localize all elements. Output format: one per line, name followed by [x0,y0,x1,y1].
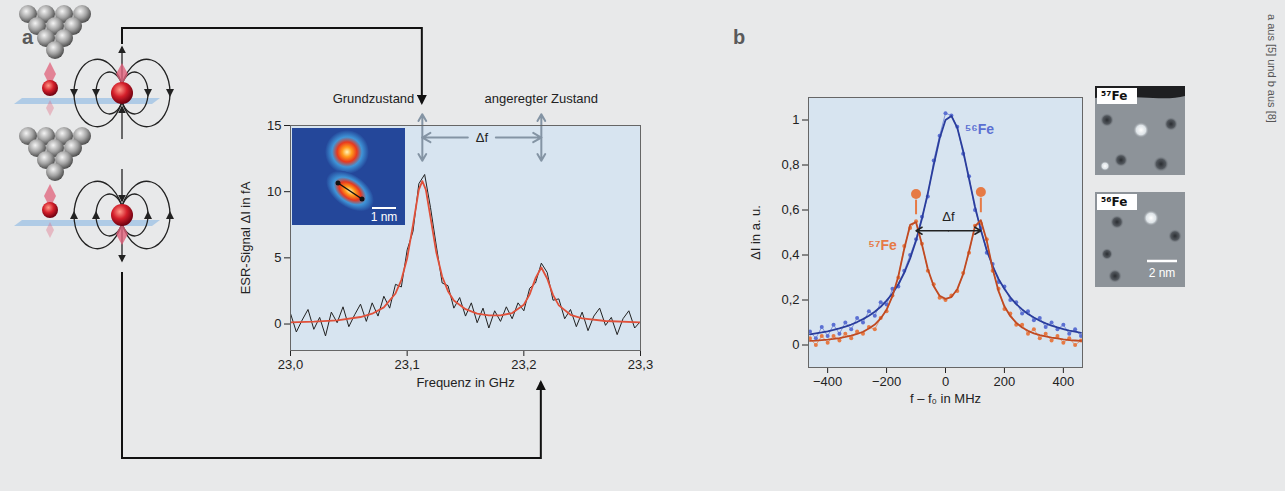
svg-text:f – f₀ in MHz: f – f₀ in MHz [910,391,981,406]
svg-text:15: 15 [267,118,281,133]
svg-text:400: 400 [1052,374,1074,389]
svg-text:−200: −200 [872,374,901,389]
svg-text:Δf: Δf [476,130,489,145]
svg-text:5: 5 [274,250,281,265]
svg-text:200: 200 [994,374,1016,389]
svg-text:2 nm: 2 nm [1149,266,1176,280]
svg-text:⁵⁷Fe: ⁵⁷Fe [1101,89,1127,103]
svg-text:angeregter Zustand: angeregter Zustand [485,91,598,106]
svg-text:Grundzustand: Grundzustand [333,91,415,106]
svg-text:Δf: Δf [942,209,955,224]
svg-text:0: 0 [792,337,799,352]
svg-text:0,6: 0,6 [781,202,799,217]
svg-text:⁵⁶Fe: ⁵⁶Fe [965,121,995,137]
svg-text:a aus [5] und b aus [8]: a aus [5] und b aus [8] [1266,14,1278,123]
svg-text:23,1: 23,1 [395,357,420,372]
svg-text:Frequenz in GHz: Frequenz in GHz [416,375,514,390]
svg-text:ESR-Signal ΔI in fA: ESR-Signal ΔI in fA [238,181,253,294]
svg-text:23,2: 23,2 [511,357,536,372]
svg-text:⁵⁷Fe: ⁵⁷Fe [868,237,897,253]
svg-text:1 nm: 1 nm [371,210,398,224]
svg-text:0,8: 0,8 [781,157,799,172]
svg-text:⁵⁶Fe: ⁵⁶Fe [1101,195,1127,209]
svg-text:0: 0 [942,374,949,389]
svg-text:23,3: 23,3 [628,357,653,372]
svg-text:−400: −400 [813,374,842,389]
svg-text:23,0: 23,0 [278,357,303,372]
svg-text:a: a [22,26,34,48]
svg-text:0,2: 0,2 [781,292,799,307]
svg-text:ΔI in a. u.: ΔI in a. u. [748,205,763,260]
svg-text:0: 0 [274,316,281,331]
svg-text:b: b [733,26,745,48]
svg-text:1: 1 [792,112,799,127]
svg-text:0,4: 0,4 [781,247,799,262]
svg-text:10: 10 [267,184,281,199]
